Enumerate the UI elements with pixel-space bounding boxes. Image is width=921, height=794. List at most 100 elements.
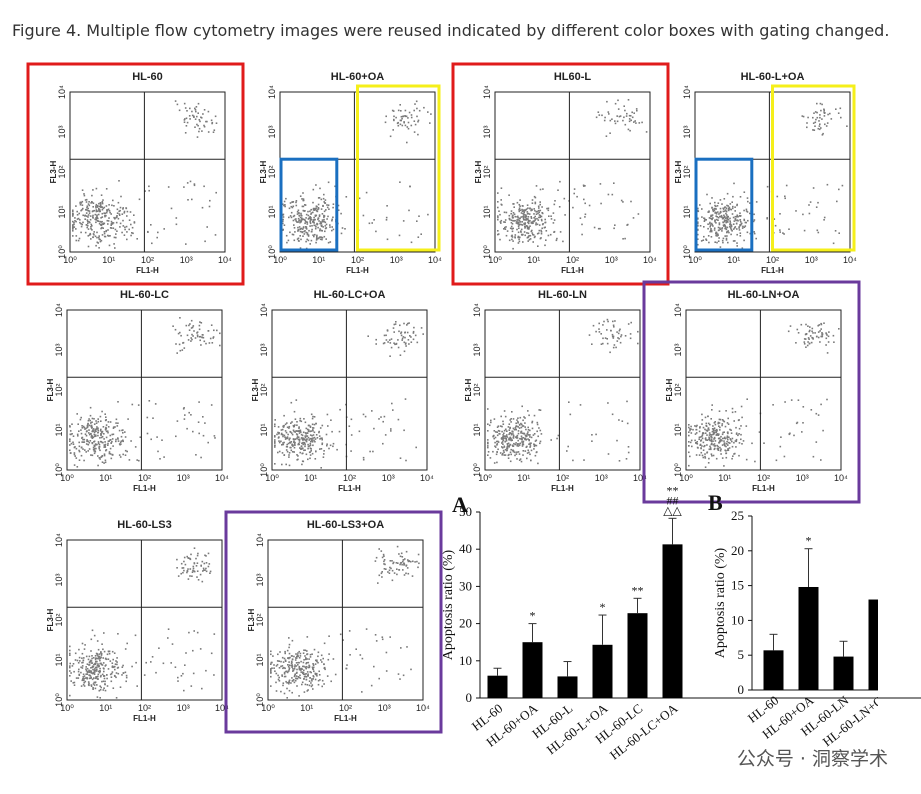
dot <box>320 208 323 210</box>
dot <box>827 341 830 343</box>
dot <box>753 213 755 216</box>
dot <box>210 119 213 122</box>
dot <box>820 323 823 326</box>
dot <box>726 431 729 434</box>
dot <box>131 232 133 234</box>
dot <box>739 219 741 221</box>
dot <box>298 441 301 443</box>
dot <box>125 676 128 679</box>
panel-title: HL-60-LC <box>120 289 169 301</box>
dot <box>299 430 301 432</box>
dot <box>178 109 181 112</box>
y-axis-label: FL3-H <box>49 160 58 183</box>
dot <box>598 331 601 333</box>
dot <box>508 423 511 425</box>
dot <box>114 228 117 231</box>
dot <box>390 567 392 570</box>
dot <box>816 335 818 338</box>
dot <box>738 454 740 457</box>
y-tick-label: 25 <box>731 508 744 523</box>
dot <box>505 435 507 438</box>
dot <box>703 226 705 228</box>
dot <box>97 434 99 437</box>
dot <box>101 212 104 215</box>
dot <box>205 570 208 573</box>
dot <box>740 222 743 225</box>
dot <box>318 431 320 434</box>
dot <box>407 339 410 341</box>
dot <box>72 235 74 237</box>
dot <box>78 449 80 452</box>
dot <box>100 651 102 653</box>
dot <box>617 108 620 110</box>
dot <box>512 433 514 435</box>
dot <box>394 343 396 346</box>
dot <box>95 422 98 424</box>
bar <box>627 613 648 698</box>
dot <box>812 122 815 124</box>
dot <box>517 219 520 221</box>
dot <box>525 225 528 227</box>
dot <box>69 440 71 442</box>
dot <box>715 218 718 221</box>
dot <box>122 432 124 434</box>
dot <box>308 217 310 220</box>
dot <box>86 220 89 223</box>
dot <box>532 234 535 236</box>
x-tick-label: 10¹ <box>99 473 112 483</box>
dot <box>518 219 521 222</box>
dot <box>88 661 91 663</box>
dot <box>190 685 193 687</box>
dot <box>699 436 702 438</box>
dot <box>359 654 362 656</box>
dot <box>779 231 781 233</box>
dot <box>117 633 119 635</box>
dot <box>93 418 95 420</box>
dot <box>625 115 628 117</box>
dot <box>626 422 629 425</box>
dot <box>399 104 401 106</box>
dot <box>291 639 294 642</box>
dot <box>510 221 513 224</box>
dot <box>519 209 522 211</box>
dot <box>312 675 315 677</box>
y-tick-label: 10³ <box>57 125 67 138</box>
dot <box>111 650 114 653</box>
dot <box>122 225 125 227</box>
dot <box>105 427 107 430</box>
dot <box>315 237 318 239</box>
dot <box>301 681 304 684</box>
dot <box>516 222 519 224</box>
y-axis-label: FL3-H <box>46 378 55 401</box>
dot <box>174 100 177 102</box>
dot <box>749 212 751 215</box>
dot <box>500 219 503 222</box>
dot <box>300 214 303 217</box>
dot <box>198 401 200 403</box>
dot <box>429 122 431 124</box>
dot <box>398 569 400 571</box>
dot <box>375 556 378 559</box>
dot <box>701 413 703 416</box>
dot <box>405 572 407 575</box>
dot <box>281 675 283 677</box>
dot <box>805 346 807 348</box>
dot <box>90 671 93 673</box>
dot <box>305 453 308 456</box>
dot <box>400 332 402 335</box>
dot <box>312 676 315 678</box>
dot <box>90 670 92 672</box>
dot <box>103 670 105 673</box>
dot <box>520 426 523 429</box>
dot <box>531 209 533 211</box>
dot <box>176 558 178 561</box>
dot <box>402 220 405 222</box>
dot <box>79 221 81 224</box>
dot <box>124 454 127 456</box>
dot <box>172 325 174 327</box>
dot <box>308 439 310 441</box>
dot <box>301 205 304 208</box>
dot <box>286 697 288 699</box>
dot <box>727 216 729 218</box>
dot <box>303 438 306 441</box>
